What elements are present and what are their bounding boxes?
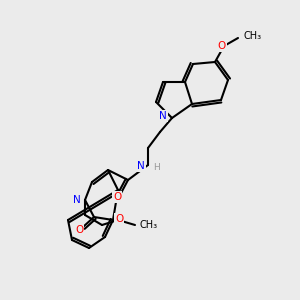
Text: CH₃: CH₃ (140, 220, 158, 230)
Text: O: O (218, 41, 226, 51)
Text: N: N (137, 161, 145, 171)
Text: H: H (153, 164, 160, 172)
Text: N: N (159, 111, 167, 121)
Text: O: O (75, 225, 83, 235)
Text: O: O (113, 192, 121, 202)
Text: O: O (115, 214, 123, 224)
Text: N: N (73, 195, 81, 205)
Text: CH₃: CH₃ (243, 31, 261, 41)
